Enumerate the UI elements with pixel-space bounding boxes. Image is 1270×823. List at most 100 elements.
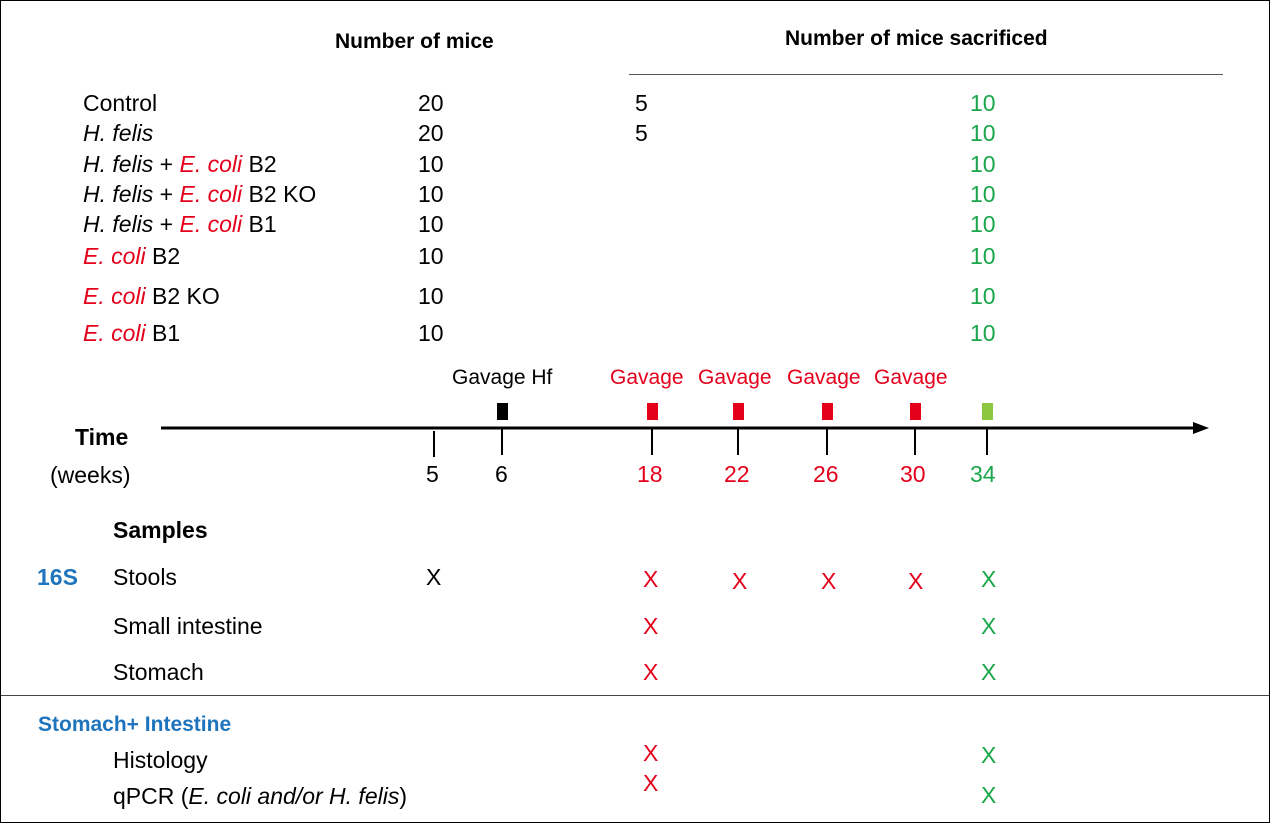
week-label: 6	[495, 461, 508, 487]
gavage-label-30: Gavage	[874, 366, 948, 389]
section-divider	[1, 695, 1269, 696]
group-mouse-count: 10	[418, 243, 444, 269]
x-stools-w22: X	[732, 568, 748, 594]
sample-histology: Histology	[113, 747, 208, 773]
qpcr-mid: and/or	[251, 783, 330, 809]
week-label: 26	[813, 461, 839, 487]
section-stomach-intestine: Stomach+ Intestine	[38, 713, 232, 736]
group-name-part: B2	[242, 151, 277, 177]
x-stools-w30: X	[908, 568, 924, 594]
tag-16s: 16S	[37, 564, 78, 590]
gavage-marker	[497, 403, 508, 420]
group-sacrificed-early: 5	[635, 120, 648, 146]
qpcr-prefix: qPCR (	[113, 783, 189, 809]
week-label: 34	[970, 461, 996, 487]
week-label: 18	[637, 461, 663, 487]
group-name: E. coli B2 KO	[83, 285, 220, 308]
group-name-part: H. felis	[83, 181, 154, 207]
week-label: 30	[900, 461, 926, 487]
group-sacrificed-final: 10	[970, 320, 996, 346]
x-histology-w18: X	[643, 740, 659, 766]
group-name-part: E. coli	[83, 320, 146, 346]
group-name-part: B1	[242, 211, 277, 237]
time-axis-label: Time	[75, 424, 129, 450]
group-sacrificed-final: 10	[970, 90, 996, 116]
sample-stools: Stools	[113, 564, 177, 590]
week-tick	[826, 429, 828, 455]
gavage-label-22: Gavage	[698, 366, 772, 389]
x-stools-w26: X	[821, 568, 837, 594]
group-name: H. felis + E. coli B1	[83, 213, 277, 236]
week-tick	[433, 431, 435, 457]
group-name-part: E. coli	[179, 211, 243, 237]
group-name: H. felis + E. coli B2 KO	[83, 183, 316, 206]
header-underline	[629, 74, 1223, 75]
group-name-part: B2 KO	[145, 283, 220, 309]
week-label: 5	[426, 461, 439, 487]
x-stools-w34: X	[981, 566, 997, 592]
gavage-label-26: Gavage	[787, 366, 861, 389]
group-name-part: H. felis	[83, 120, 154, 146]
qpcr-ecoli: E. coli	[188, 783, 252, 809]
group-name-part: H. felis	[83, 151, 154, 177]
group-name-part: B2 KO	[242, 181, 317, 207]
x-stools-w5: X	[426, 564, 442, 590]
group-mouse-count: 20	[418, 120, 444, 146]
group-name: H. felis	[83, 122, 153, 145]
group-name-part: E. coli	[179, 181, 243, 207]
group-mouse-count: 20	[418, 90, 444, 116]
group-sacrificed-final: 10	[970, 151, 996, 177]
group-name: H. felis + E. coli B2	[83, 153, 277, 176]
group-name-part: +	[153, 151, 180, 177]
week-tick	[914, 429, 916, 455]
header-number-sacrificed: Number of mice sacrificed	[785, 27, 1048, 50]
qpcr-suffix: )	[399, 783, 408, 809]
x-qpcr-w18: X	[643, 770, 659, 796]
x-small-intestine-w18: X	[643, 613, 659, 639]
x-small-intestine-w34: X	[981, 613, 997, 639]
sample-small-intestine: Small intestine	[113, 613, 263, 639]
x-stomach-w18: X	[643, 659, 659, 685]
gavage-label-18: Gavage	[610, 366, 684, 389]
sample-stomach: Stomach	[113, 659, 204, 685]
group-name: Control	[83, 92, 157, 115]
qpcr-hfelis: H. felis	[329, 783, 400, 809]
gavage-marker	[822, 403, 833, 420]
week-tick	[651, 429, 653, 455]
group-name-part: +	[153, 181, 180, 207]
time-axis-unit: (weeks)	[50, 462, 131, 488]
x-stomach-w34: X	[981, 659, 997, 685]
group-name-part: E. coli	[83, 243, 146, 269]
samples-title: Samples	[113, 517, 208, 543]
gavage-marker	[982, 403, 993, 420]
group-mouse-count: 10	[418, 211, 444, 237]
group-name-part: B2	[145, 243, 181, 269]
week-tick	[501, 429, 503, 455]
gavage-marker	[647, 403, 658, 420]
group-name: E. coli B2	[83, 245, 180, 268]
gavage-marker	[733, 403, 744, 420]
group-sacrificed-early: 5	[635, 90, 648, 116]
group-name-part: B1	[145, 320, 181, 346]
week-label: 22	[724, 461, 750, 487]
group-sacrificed-final: 10	[970, 243, 996, 269]
gavage-hf-label: Gavage Hf	[452, 366, 553, 389]
x-histology-w34: X	[981, 742, 997, 768]
group-name-part: E. coli	[83, 283, 146, 309]
x-qpcr-w34: X	[981, 782, 997, 808]
group-sacrificed-final: 10	[970, 211, 996, 237]
group-sacrificed-final: 10	[970, 120, 996, 146]
x-stools-w18: X	[643, 566, 659, 592]
sample-qpcr: qPCR (E. coli and/or H. felis)	[113, 785, 407, 808]
group-mouse-count: 10	[418, 181, 444, 207]
group-mouse-count: 10	[418, 283, 444, 309]
week-tick	[737, 429, 739, 455]
group-name-part: H. felis	[83, 211, 154, 237]
group-name-part: +	[153, 211, 180, 237]
week-tick	[986, 429, 988, 455]
header-number-of-mice: Number of mice	[335, 30, 494, 53]
group-name-part: Control	[83, 90, 158, 116]
gavage-marker	[910, 403, 921, 420]
